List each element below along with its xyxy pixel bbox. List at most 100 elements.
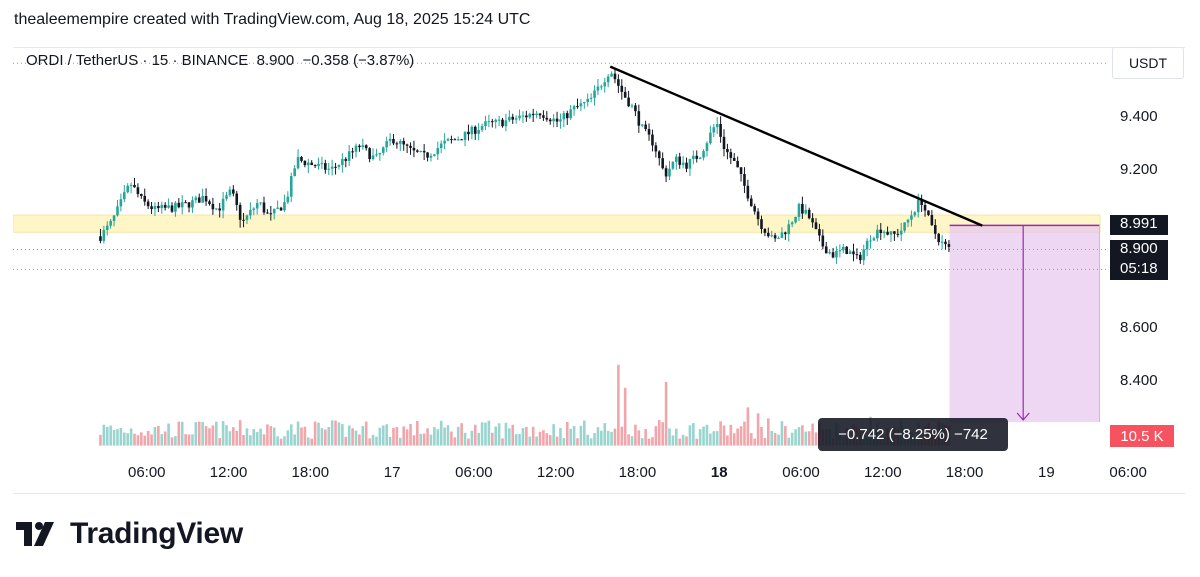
candle-body (504, 120, 508, 127)
volume-bar (228, 431, 232, 446)
candle-body (930, 215, 934, 226)
candle-body (163, 204, 167, 208)
candle-body (105, 225, 109, 230)
symbol-legend[interactable]: ORDI / TetherUS · 15 · BINANCE 8.900 −0.… (26, 52, 414, 69)
volume-bar (337, 422, 341, 446)
candle-body (174, 202, 177, 212)
candle-body (456, 139, 460, 141)
candle-body (419, 150, 423, 152)
volume-bar (225, 425, 228, 446)
candle-body (501, 119, 504, 127)
candle-body (634, 105, 637, 112)
volume-bar (187, 434, 191, 446)
candle-body (855, 254, 859, 256)
candle-body (756, 211, 760, 220)
candle-body (542, 115, 545, 118)
candle-body (351, 151, 354, 153)
candle-body (160, 204, 164, 209)
volume-bar (450, 431, 453, 446)
candle-body (436, 148, 440, 155)
candle-body (916, 199, 920, 213)
candle-body (245, 215, 249, 221)
volume-bar (743, 421, 746, 446)
candle-body (770, 235, 774, 237)
volume-bar (487, 420, 491, 446)
candle-body (187, 202, 191, 208)
candle-body (122, 192, 126, 200)
candle-body (821, 235, 825, 247)
candle-body (688, 158, 692, 169)
volume-bar (473, 424, 477, 446)
volume-bar (528, 436, 532, 446)
x-tick-label: 18:00 (945, 464, 984, 481)
volume-bar (470, 430, 474, 446)
volume-bar (218, 438, 222, 446)
y-tick-label: 8.400 (1120, 372, 1158, 389)
volume-bar (719, 421, 722, 446)
candle-body (630, 105, 634, 107)
volume-bar (371, 434, 375, 446)
chart-pane[interactable] (13, 47, 1185, 494)
volume-bar (129, 428, 133, 446)
last-price-tag: 8.900 (1110, 240, 1168, 260)
candle-body (266, 212, 269, 214)
candle-body (583, 102, 586, 104)
candle-body (221, 198, 225, 211)
volume-bar (317, 422, 320, 446)
candle-body (235, 193, 239, 205)
volume-bar (133, 433, 136, 446)
candle-body (109, 220, 112, 226)
candle-body (259, 202, 262, 204)
candle-body (480, 126, 484, 130)
volume-bar (784, 426, 787, 446)
candle-body (368, 148, 371, 160)
price-chart[interactable] (13, 48, 1185, 493)
candle-body (893, 231, 896, 234)
volume-bar (603, 423, 607, 446)
volume-bar (477, 432, 480, 446)
candle-body (613, 73, 617, 80)
volume-bar (709, 433, 712, 446)
candle-body (906, 219, 910, 223)
volume-bar (651, 437, 654, 446)
candle-body (511, 116, 515, 120)
candle-body (678, 156, 682, 165)
legend-change: −0.358 (−3.87%) (302, 52, 415, 69)
volume-bar (347, 425, 351, 446)
volume-bar (596, 427, 600, 446)
volume-bar (780, 421, 784, 446)
candle-body (780, 232, 784, 238)
volume-bar (548, 435, 552, 446)
volume-bar (419, 433, 423, 446)
volume-bar (797, 427, 801, 446)
currency-selector[interactable]: USDT (1112, 47, 1184, 79)
volume-bar (511, 424, 515, 446)
candle-body (831, 252, 835, 258)
volume-bar (388, 436, 392, 446)
candle-body (668, 168, 671, 177)
candle-body (201, 195, 204, 203)
volume-bar (807, 431, 811, 446)
volume-bar (245, 428, 249, 446)
volume-bar (654, 426, 658, 446)
candle-body (824, 246, 828, 254)
candle-body (899, 230, 903, 235)
volume-bar (433, 427, 436, 446)
candle-body (392, 138, 395, 144)
candle-body (685, 162, 688, 169)
measure-label[interactable]: −0.742 (−8.25%) −742 (818, 418, 1008, 451)
volume-bar (787, 437, 791, 446)
candle-body (746, 185, 750, 199)
tradingview-brand[interactable]: TradingView (16, 517, 243, 551)
candle-body (811, 218, 814, 223)
candle-body (491, 121, 494, 123)
candle-body (327, 168, 331, 170)
volume-bar (351, 428, 354, 446)
volume-bar (640, 438, 644, 446)
candle-body (150, 206, 153, 210)
volume-bar (242, 435, 245, 446)
volume-bar (463, 432, 467, 446)
candle-body (416, 150, 419, 152)
candle-body (385, 141, 388, 148)
candle-body (763, 229, 767, 233)
